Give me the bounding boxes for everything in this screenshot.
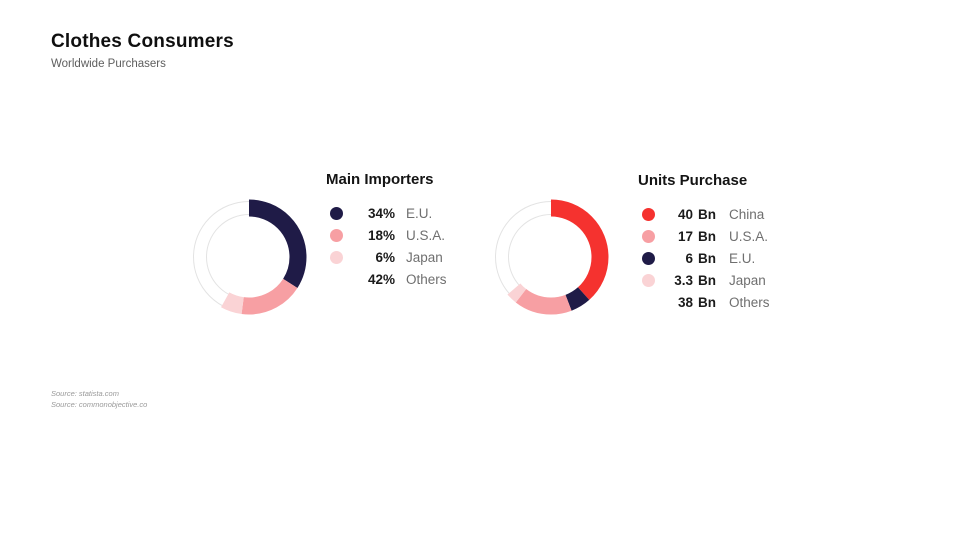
legend-unit: Bn xyxy=(698,206,716,222)
legend-value: 6 xyxy=(685,250,693,266)
legend-value: 34% xyxy=(367,205,395,221)
legend-label: Japan xyxy=(729,272,766,288)
legend-label: U.S.A. xyxy=(406,227,446,243)
donut-segment-u-s-a xyxy=(493,199,609,315)
legend-dot-japan xyxy=(642,273,655,287)
legend-rows-units-purchase: 40 Bn China 17 Bn U.S.A. 6 Bn E.U. 3.3 Bn Japan 38 Bn… xyxy=(638,203,770,313)
donut-segment-china xyxy=(493,199,609,315)
legend-row-e-u: 34% E.U. xyxy=(330,202,447,224)
legend-value: 40 xyxy=(677,206,693,222)
legend-row-u-s-a: 18% U.S.A. xyxy=(330,224,447,246)
chart-title-main-importers: Main Importers xyxy=(326,171,434,188)
legend-value: 17 xyxy=(677,228,693,244)
chart-title-units-purchase: Units Purchase xyxy=(638,172,748,189)
legend-label: Others xyxy=(729,294,770,310)
legend-dot-japan xyxy=(330,250,343,264)
legend-value: 38 xyxy=(677,294,693,310)
legend-units-purchase: Units Purchase 40 Bn China 17 Bn U.S.A. 6 Bn E.U… xyxy=(638,172,770,313)
page-subtitle: Worldwide Purchasers xyxy=(51,58,166,70)
legend-label: E.U. xyxy=(406,205,433,221)
legend-dot-e-u xyxy=(642,251,655,265)
header: Clothes Consumers Worldwide Purchasers xyxy=(51,31,234,70)
legend-row-others: 38 Bn Others xyxy=(642,291,770,313)
legend-label: E.U. xyxy=(729,250,756,266)
legend-unit: Bn xyxy=(698,250,716,266)
legend-row-u-s-a: 17 Bn U.S.A. xyxy=(642,225,770,247)
legend-main-importers: Main Importers 34% E.U. 18% U.S.A. 6% Japan 42… xyxy=(326,171,447,290)
legend-unit: Bn xyxy=(698,228,716,244)
legend-dot-u-s-a xyxy=(642,229,655,243)
legend-dot-e-u xyxy=(330,206,343,220)
legend-label: U.S.A. xyxy=(729,228,769,244)
legend-row-japan: 3.3 Bn Japan xyxy=(642,269,770,291)
legend-row-japan: 6% Japan xyxy=(330,246,447,268)
legend-rows-main-importers: 34% E.U. 18% U.S.A. 6% Japan 42% Others xyxy=(326,202,447,290)
donut-segment-e-u xyxy=(191,199,307,315)
legend-label: Japan xyxy=(406,249,443,265)
legend-value: 42% xyxy=(367,271,395,287)
legend-unit: Bn xyxy=(698,272,716,288)
legend-dot-china xyxy=(642,207,655,221)
legend-value: 18% xyxy=(367,227,395,243)
legend-value: 3.3 xyxy=(674,272,693,288)
legend-row-others: 42% Others xyxy=(330,268,447,290)
legend-row-e-u: 6 Bn E.U. xyxy=(642,247,770,269)
legend-value: 6% xyxy=(375,249,395,265)
legend-dot-u-s-a xyxy=(330,228,343,242)
source-line-2: Source: commonobjective.co xyxy=(51,399,148,409)
sources: Source: statista.com Source: commonobjec… xyxy=(51,389,147,410)
donut-chart-units-purchase xyxy=(493,199,609,315)
legend-row-china: 40 Bn China xyxy=(642,203,770,225)
page-title: Clothes Consumers xyxy=(51,31,234,52)
legend-unit: Bn xyxy=(698,294,716,310)
legend-label: Others xyxy=(406,271,447,287)
source-line-1: Source: statista.com xyxy=(51,389,119,398)
donut-segment-u-s-a xyxy=(191,199,307,315)
donut-chart-main-importers xyxy=(191,199,307,315)
legend-label: China xyxy=(729,206,765,222)
